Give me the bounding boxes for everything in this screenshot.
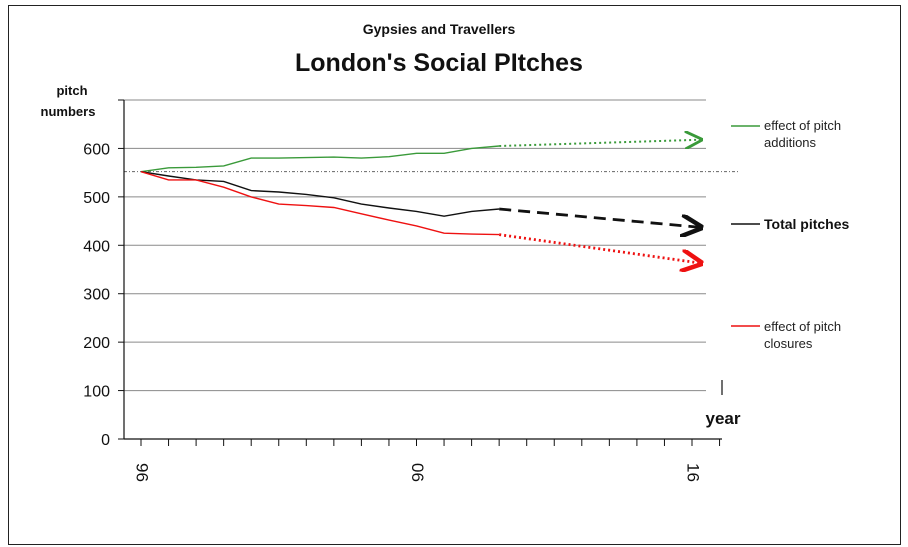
y-tick-label-400: 400 — [83, 238, 110, 255]
series-lines — [140, 140, 701, 264]
legend-label-additions-line1: effect of pitch — [764, 118, 841, 133]
axes — [118, 99, 723, 446]
series-line-total — [140, 171, 500, 217]
y-axis-label-line1: pitch — [56, 83, 87, 98]
chart-title: London's Social PItches — [295, 49, 583, 77]
x-tick-labels: 96 06 16 — [133, 463, 703, 482]
y-tick-label-200: 200 — [83, 335, 110, 352]
series-projection-closures — [499, 233, 701, 264]
y-tick-label-100: 100 — [83, 384, 110, 401]
x-axis-label: year — [706, 409, 741, 428]
y-tick-label-0: 0 — [101, 432, 110, 449]
y-tick-label-500: 500 — [83, 190, 110, 207]
legend: effect of pitch additions Total pitches … — [731, 118, 850, 351]
legend-label-total: Total pitches — [764, 216, 850, 232]
y-axis-label-line2: numbers — [41, 104, 96, 119]
chart-frame — [8, 5, 901, 545]
series-line-additions — [140, 145, 500, 173]
legend-label-closures-line2: closures — [764, 336, 813, 351]
x-tick-label-16: 16 — [684, 463, 703, 482]
series-line-closures — [140, 171, 500, 236]
x-tick-label-06: 06 — [408, 463, 427, 482]
legend-label-additions-line2: additions — [764, 135, 817, 150]
y-tick-label-300: 300 — [83, 287, 110, 304]
series-projection-total — [499, 207, 701, 227]
x-tick-label-96: 96 — [133, 463, 152, 482]
y-tick-labels: 0 100 200 300 400 500 600 — [83, 141, 110, 449]
y-tick-label-600: 600 — [83, 141, 110, 158]
series-projection-additions — [499, 140, 701, 146]
gridlines — [124, 99, 706, 392]
chart-subtitle: Gypsies and Travellers — [363, 21, 516, 37]
legend-label-closures-line1: effect of pitch — [764, 319, 841, 334]
